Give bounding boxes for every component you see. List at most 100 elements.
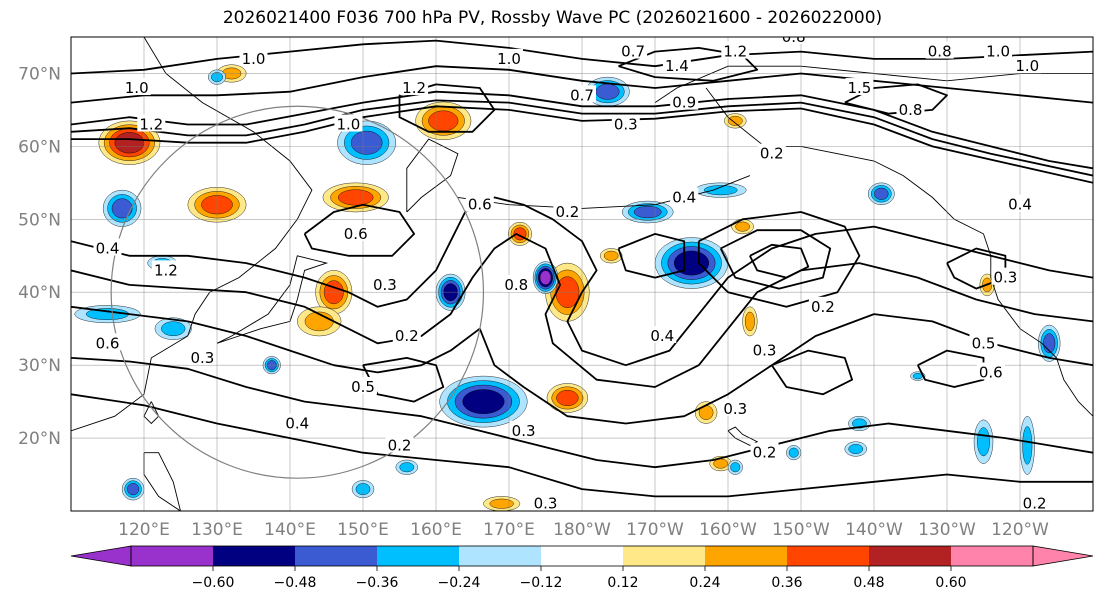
map-title: 2026021400 F036 700 hPa PV, Rossby Wave … bbox=[222, 8, 883, 28]
contour-label: 0.6 bbox=[979, 363, 1003, 381]
pv-contour-11 bbox=[71, 393, 1093, 498]
anomaly-blob-43 bbox=[912, 373, 923, 380]
contour-label-bg bbox=[137, 114, 166, 132]
contour-label: 1.0 bbox=[336, 116, 360, 134]
contour-label: 1.5 bbox=[847, 79, 871, 97]
colorbar-extend-low bbox=[70, 545, 132, 567]
colorbar-segment bbox=[705, 546, 788, 566]
contour-label: 0.2 bbox=[753, 444, 777, 462]
contour-label-bg bbox=[991, 267, 1020, 285]
pv-contour-0 bbox=[71, 90, 1093, 170]
contour-label-bg bbox=[750, 340, 779, 358]
colorbar-tick-label: 0.48 bbox=[853, 575, 884, 591]
contour-label: 1.2 bbox=[139, 116, 163, 134]
anomaly-blob-0 bbox=[114, 132, 145, 154]
contour-label: 0.3 bbox=[723, 400, 747, 418]
contour-label: 1.0 bbox=[125, 79, 149, 97]
contour-label-bg bbox=[721, 398, 750, 416]
colorbar-segment bbox=[377, 546, 460, 566]
colorbar-segment bbox=[131, 546, 214, 566]
colorbar-segment bbox=[623, 546, 706, 566]
contour-label-bg bbox=[779, 37, 808, 44]
contour-label: 0.8 bbox=[899, 101, 923, 119]
contour-label: 0.3 bbox=[753, 342, 777, 360]
contour-label: 0.7 bbox=[621, 43, 645, 61]
colorbar-segment bbox=[541, 546, 624, 566]
contour-label-bg bbox=[670, 92, 699, 110]
plot-frame bbox=[70, 36, 1094, 512]
contour-label: 0.4 bbox=[285, 414, 309, 432]
contour-label-bg bbox=[808, 296, 837, 314]
colorbar-segment bbox=[295, 546, 378, 566]
contour-label-bg bbox=[122, 78, 151, 96]
contour-label-bg bbox=[239, 48, 268, 66]
contour-label: 1.2 bbox=[402, 79, 426, 97]
contour-label: 0.2 bbox=[1023, 495, 1047, 513]
lon-tick-label: 150°E bbox=[337, 520, 389, 540]
contour-label: 0.2 bbox=[811, 298, 835, 316]
lon-tick-label: 140°W bbox=[845, 520, 903, 540]
contour-label-bg bbox=[392, 325, 421, 343]
contour-label: 0.3 bbox=[993, 269, 1017, 287]
anomaly-blob-40 bbox=[788, 447, 799, 458]
contour-label-bg bbox=[465, 194, 494, 212]
contour-label-bg bbox=[896, 99, 925, 117]
contour-label: 1.2 bbox=[154, 261, 178, 279]
contour-label-bg bbox=[495, 48, 523, 66]
anomaly-blob-30 bbox=[874, 187, 889, 200]
pv-contours bbox=[71, 39, 1093, 498]
contour-label: 0.6 bbox=[344, 225, 368, 243]
contour-label: 0.2 bbox=[388, 436, 412, 454]
contour-label: 0.8 bbox=[504, 276, 528, 294]
pv-contour-10 bbox=[71, 357, 1093, 469]
contour-label-bg bbox=[670, 187, 699, 205]
pv-contour-7 bbox=[71, 196, 1093, 367]
anomaly-blob-2 bbox=[337, 189, 374, 206]
anomaly-blob-19 bbox=[111, 198, 133, 219]
contour-label: 1.0 bbox=[1015, 57, 1039, 75]
pv-contour-21 bbox=[617, 232, 686, 279]
contour-label-bg bbox=[531, 493, 560, 511]
contour-label: 1.4 bbox=[665, 57, 689, 75]
contour-label-bg bbox=[662, 56, 691, 74]
anomaly-blob-23 bbox=[595, 83, 620, 100]
lon-tick-label: 130°E bbox=[191, 520, 243, 540]
pv-contour-8 bbox=[71, 232, 1093, 388]
contour-label-bg bbox=[984, 41, 1013, 59]
lon-tick-label: 130°W bbox=[918, 520, 976, 540]
contour-label-bg bbox=[283, 413, 312, 431]
contour-labels: 1.0 1.2 1.0 1.0 1.2 1.0 0.7 1.4 1.2 0.8 0.8 1.0 1.0 0… bbox=[93, 37, 1049, 513]
pv-contour-1 bbox=[71, 99, 1093, 177]
anomaly-blob-37 bbox=[399, 462, 415, 473]
contour-label-bg bbox=[721, 41, 750, 59]
contour-label: 0.5 bbox=[972, 334, 996, 352]
coastline-2 bbox=[406, 138, 459, 213]
contour-label: 0.2 bbox=[395, 327, 419, 345]
anomaly-blob-22 bbox=[161, 321, 186, 337]
contour-label-bg bbox=[502, 274, 531, 292]
coastline-5 bbox=[457, 175, 751, 209]
lon-tick-label: 170°W bbox=[626, 520, 684, 540]
coastline-0 bbox=[71, 37, 313, 432]
contour-label-bg bbox=[976, 362, 1005, 380]
contour-label: 0.5 bbox=[351, 378, 375, 396]
lat-tick-label: 40°N bbox=[18, 283, 61, 303]
anomaly-blob-14 bbox=[603, 250, 619, 261]
pv-contour-15 bbox=[303, 203, 416, 257]
pv-contour-12 bbox=[697, 211, 861, 308]
pv-contour-2 bbox=[71, 105, 1093, 184]
anomaly-blob-18 bbox=[350, 130, 383, 155]
anomaly-blob-9 bbox=[556, 389, 579, 406]
anomaly-blob-42 bbox=[848, 444, 864, 454]
contour-label: 1.0 bbox=[242, 50, 266, 68]
anomaly-blob-26 bbox=[462, 389, 505, 414]
lon-tick-label: 150°W bbox=[772, 520, 830, 540]
anomaly-blob-32 bbox=[977, 427, 990, 457]
lon-tick-label: 160°W bbox=[699, 520, 757, 540]
contour-label-bg bbox=[845, 78, 874, 96]
contour-label: 0.3 bbox=[190, 349, 214, 367]
coastline-1 bbox=[216, 255, 329, 344]
contour-label-bg bbox=[385, 435, 414, 453]
colorbar-tick-label: −0.60 bbox=[192, 575, 235, 591]
